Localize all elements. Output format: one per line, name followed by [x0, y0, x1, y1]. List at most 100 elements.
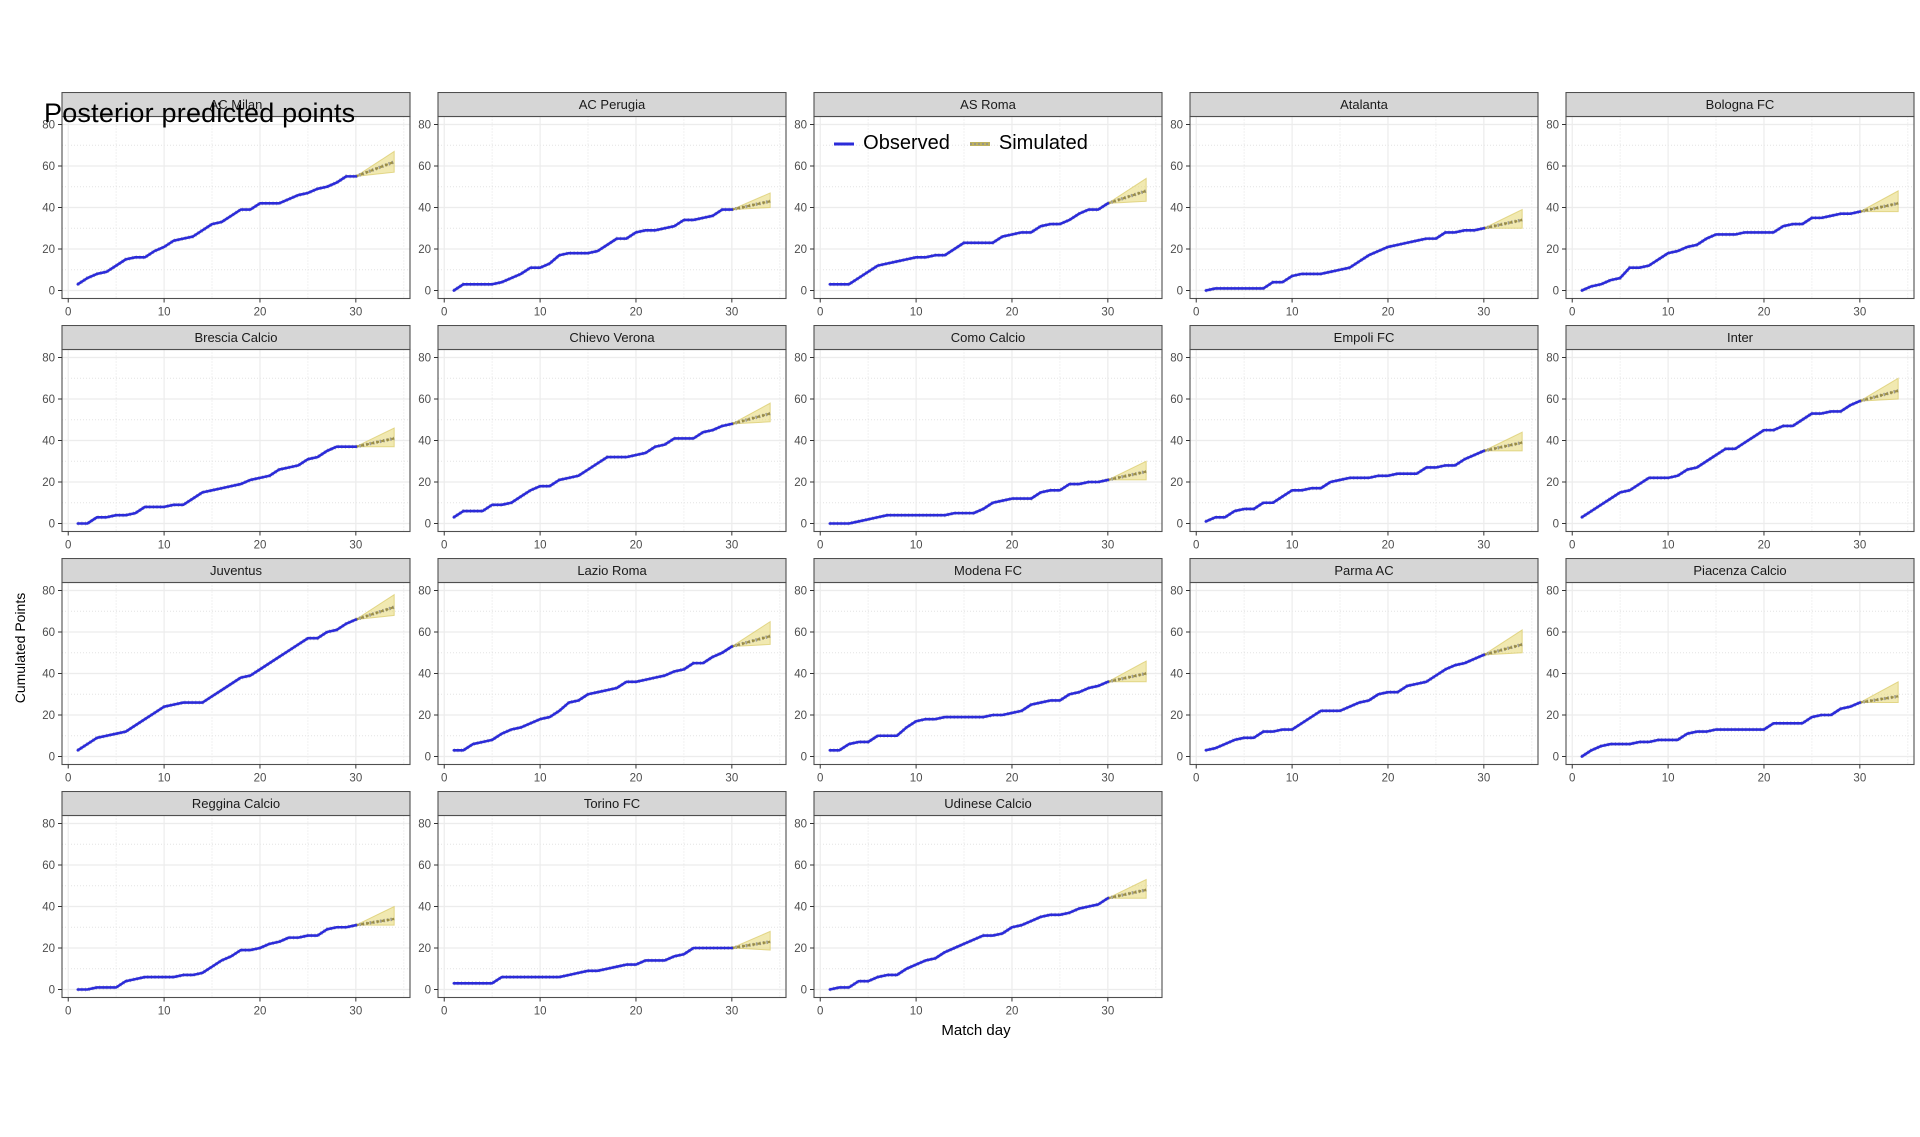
- svg-text:40: 40: [42, 669, 55, 681]
- svg-text:0: 0: [441, 773, 447, 785]
- facet-lazio-roma: Lazio Roma 0 20 40 60 80 0 10 20 30: [412, 557, 788, 787]
- svg-text:10: 10: [910, 1006, 923, 1018]
- facet-as-roma: AS Roma 0 20 40 60 80 0 10 20 30: [788, 91, 1164, 321]
- svg-text:80: 80: [418, 353, 431, 365]
- svg-text:0: 0: [425, 519, 431, 531]
- svg-text:0: 0: [801, 752, 807, 764]
- facet-como-calcio: Como Calcio 0 20 40 60 80 0 10 20 30: [788, 324, 1164, 554]
- svg-text:0: 0: [817, 307, 823, 319]
- svg-text:20: 20: [794, 244, 807, 256]
- svg-text:20: 20: [418, 710, 431, 722]
- svg-text:20: 20: [42, 477, 55, 489]
- svg-text:0: 0: [1177, 752, 1183, 764]
- svg-text:AS Roma: AS Roma: [960, 97, 1016, 112]
- facet-chart-juventus: Juventus 0 20 40 60 80 0 10 20 30: [42, 557, 411, 785]
- y-axis-title: Cumulated Points: [12, 592, 28, 704]
- svg-text:Brescia Calcio: Brescia Calcio: [194, 330, 277, 345]
- svg-text:0: 0: [1553, 752, 1559, 764]
- svg-text:60: 60: [1170, 394, 1183, 406]
- svg-text:10: 10: [158, 307, 171, 319]
- svg-text:20: 20: [1382, 773, 1395, 785]
- svg-text:80: 80: [1546, 353, 1559, 365]
- svg-text:40: 40: [1170, 203, 1183, 215]
- page-title: Posterior predicted points: [44, 98, 356, 128]
- svg-text:Inter: Inter: [1727, 330, 1754, 345]
- svg-text:0: 0: [1553, 519, 1559, 531]
- svg-text:60: 60: [1546, 394, 1559, 406]
- facet-torino-fc: Torino FC 0 20 40 60 80 0 10 20 30: [412, 790, 788, 1020]
- svg-text:80: 80: [1546, 120, 1559, 132]
- svg-text:40: 40: [1546, 436, 1559, 448]
- svg-text:20: 20: [254, 773, 267, 785]
- svg-text:30: 30: [1101, 540, 1114, 552]
- svg-text:30: 30: [1101, 307, 1114, 319]
- svg-text:40: 40: [1170, 669, 1183, 681]
- svg-text:Chievo Verona: Chievo Verona: [569, 330, 655, 345]
- svg-text:Parma AC: Parma AC: [1334, 563, 1393, 578]
- facet-piacenza-calcio: Piacenza Calcio 0 20 40 60 80 0 10 20 30: [1540, 557, 1916, 787]
- svg-text:20: 20: [1006, 773, 1019, 785]
- svg-text:20: 20: [630, 540, 643, 552]
- svg-text:AC Perugia: AC Perugia: [579, 97, 646, 112]
- svg-text:0: 0: [65, 540, 71, 552]
- svg-text:20: 20: [1758, 307, 1771, 319]
- svg-text:80: 80: [42, 819, 55, 831]
- svg-text:20: 20: [418, 943, 431, 955]
- svg-text:80: 80: [418, 819, 431, 831]
- facet-ac-perugia: AC Perugia 0 20 40 60 80 0 10 20 30: [412, 91, 788, 321]
- simulated-line-swatch: [969, 141, 990, 146]
- svg-text:40: 40: [794, 203, 807, 215]
- svg-text:0: 0: [817, 773, 823, 785]
- svg-text:20: 20: [630, 307, 643, 319]
- svg-text:Modena FC: Modena FC: [954, 563, 1022, 578]
- svg-text:20: 20: [1170, 244, 1183, 256]
- svg-text:Atalanta: Atalanta: [1340, 97, 1388, 112]
- facet-brescia-calcio: Brescia Calcio 0 20 40 60 80 0 10 20 30: [36, 324, 412, 554]
- svg-text:30: 30: [349, 307, 362, 319]
- svg-text:0: 0: [441, 1006, 447, 1018]
- svg-text:30: 30: [1101, 1006, 1114, 1018]
- svg-text:0: 0: [1193, 540, 1199, 552]
- svg-text:80: 80: [1170, 353, 1183, 365]
- svg-text:Lazio Roma: Lazio Roma: [577, 563, 647, 578]
- observed-line-swatch: [834, 142, 855, 145]
- svg-text:60: 60: [794, 860, 807, 872]
- svg-text:40: 40: [1546, 203, 1559, 215]
- svg-text:60: 60: [794, 161, 807, 173]
- svg-text:80: 80: [42, 586, 55, 598]
- svg-text:20: 20: [1758, 540, 1771, 552]
- svg-text:20: 20: [418, 244, 431, 256]
- svg-text:10: 10: [534, 1006, 547, 1018]
- svg-text:80: 80: [1170, 586, 1183, 598]
- svg-text:0: 0: [817, 1006, 823, 1018]
- svg-text:0: 0: [1569, 773, 1575, 785]
- svg-text:20: 20: [1006, 540, 1019, 552]
- svg-text:60: 60: [42, 860, 55, 872]
- svg-text:40: 40: [418, 203, 431, 215]
- svg-text:20: 20: [42, 244, 55, 256]
- svg-text:0: 0: [65, 1006, 71, 1018]
- svg-text:0: 0: [1569, 307, 1575, 319]
- svg-text:30: 30: [725, 307, 738, 319]
- svg-text:10: 10: [1286, 540, 1299, 552]
- svg-text:30: 30: [349, 773, 362, 785]
- svg-text:Udinese Calcio: Udinese Calcio: [944, 796, 1031, 811]
- svg-text:40: 40: [42, 203, 55, 215]
- svg-text:20: 20: [630, 1006, 643, 1018]
- svg-text:20: 20: [1382, 307, 1395, 319]
- svg-text:60: 60: [42, 394, 55, 406]
- svg-text:0: 0: [49, 286, 55, 298]
- svg-text:10: 10: [1286, 773, 1299, 785]
- svg-text:10: 10: [158, 1006, 171, 1018]
- svg-text:60: 60: [418, 627, 431, 639]
- svg-text:10: 10: [158, 773, 171, 785]
- facet-udinese-calcio: Udinese Calcio 0 20 40 60 80 0 10 20 30: [788, 790, 1164, 1020]
- svg-text:40: 40: [1170, 436, 1183, 448]
- svg-text:10: 10: [1286, 307, 1299, 319]
- facet-grid: AC Milan 0 20 40 60 80 0 10 20 30 AC Perugia 0 20 40 6…: [36, 91, 1920, 1020]
- svg-text:0: 0: [441, 540, 447, 552]
- svg-text:80: 80: [794, 120, 807, 132]
- facet-chart-inter: Inter 0 20 40 60 80 0 10 20 30: [1546, 324, 1915, 552]
- svg-text:0: 0: [817, 540, 823, 552]
- svg-text:80: 80: [794, 353, 807, 365]
